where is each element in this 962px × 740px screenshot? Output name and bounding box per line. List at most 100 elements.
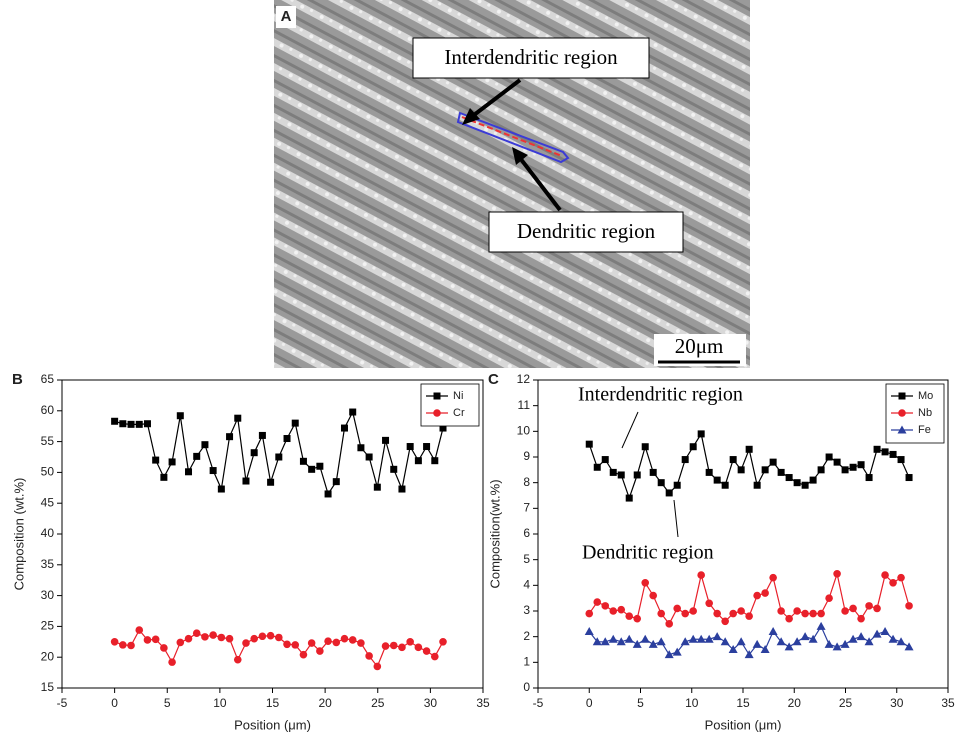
data-point — [681, 456, 689, 464]
annotation-arrow — [673, 499, 679, 538]
data-point — [856, 632, 866, 641]
x-tick-label: 0 — [111, 696, 118, 710]
data-point — [176, 412, 184, 420]
legend-label: Cr — [453, 407, 465, 419]
data-point — [151, 635, 160, 644]
data-point — [633, 614, 642, 623]
data-point — [680, 637, 690, 646]
data-point — [745, 445, 753, 453]
data-point — [373, 662, 382, 671]
data-point — [832, 642, 842, 651]
data-point — [784, 642, 794, 651]
data-point — [905, 602, 913, 610]
data-point — [299, 650, 308, 659]
annotation: Interdendritic region — [578, 384, 743, 406]
callout-box — [412, 37, 650, 79]
data-point — [640, 634, 650, 643]
data-point — [307, 639, 316, 647]
data-point — [841, 466, 849, 474]
annotation-arrow — [621, 411, 639, 449]
data-point — [649, 468, 657, 476]
data-point — [382, 436, 390, 444]
data-point — [308, 465, 316, 473]
data-point — [664, 650, 674, 659]
y-tick-label: 11 — [518, 398, 531, 412]
data-point — [275, 633, 283, 642]
data-point — [258, 431, 266, 439]
data-point — [316, 462, 324, 470]
data-point — [592, 637, 602, 646]
arrowhead — [512, 147, 528, 165]
data-point — [888, 634, 898, 643]
data-point — [737, 607, 745, 615]
y-tick-label: 0 — [523, 680, 530, 694]
data-point — [889, 450, 897, 458]
data-point — [696, 634, 706, 643]
data-point — [849, 604, 857, 613]
data-point — [705, 468, 713, 476]
data-point — [340, 424, 348, 432]
scan-line-box — [456, 111, 570, 164]
x-tick-label: 10 — [213, 696, 227, 710]
data-point — [390, 465, 398, 473]
data-point — [897, 456, 905, 464]
x-tick-label: 10 — [685, 696, 699, 710]
data-point — [712, 632, 722, 641]
data-point — [753, 591, 761, 600]
y-tick-label: 3 — [523, 603, 530, 617]
data-point — [720, 637, 730, 646]
x-tick-label: -5 — [533, 696, 544, 710]
x-tick-label: 25 — [839, 696, 853, 710]
data-point — [745, 612, 753, 620]
data-point — [880, 627, 890, 636]
y-tick-label: 9 — [523, 449, 530, 463]
data-point — [704, 634, 714, 643]
data-point — [600, 637, 610, 646]
data-point — [896, 637, 906, 646]
data-point — [185, 468, 193, 476]
data-point — [585, 609, 594, 618]
data-point — [656, 637, 666, 646]
data-point — [291, 419, 299, 427]
legend-marker — [898, 392, 906, 400]
data-point — [152, 456, 160, 464]
data-point — [291, 641, 300, 649]
data-point — [283, 640, 291, 649]
data-point — [665, 489, 673, 497]
x-tick-label: 25 — [371, 696, 385, 710]
data-point — [641, 578, 650, 587]
x-tick-label: 30 — [890, 696, 904, 710]
data-point — [349, 408, 357, 416]
y-tick-label: 35 — [41, 557, 55, 571]
data-point — [324, 490, 332, 498]
x-axis-title: Position (μm) — [234, 717, 311, 732]
data-point — [184, 634, 193, 643]
data-point — [143, 636, 152, 644]
data-point — [648, 639, 658, 648]
data-point — [201, 633, 209, 641]
x-tick-label: 35 — [941, 696, 955, 710]
data-point — [324, 637, 332, 645]
data-point — [381, 642, 390, 650]
data-point — [785, 474, 793, 482]
callout-arrow — [518, 156, 562, 212]
y-tick-label: 40 — [41, 526, 55, 540]
data-point — [825, 453, 833, 461]
data-point — [849, 463, 857, 471]
legend-label: Fe — [918, 424, 931, 436]
data-point — [801, 481, 809, 489]
data-point — [841, 607, 849, 615]
data-point — [584, 627, 594, 636]
x-tick-label: 30 — [424, 696, 438, 710]
data-point — [881, 571, 889, 579]
data-point — [127, 641, 135, 650]
y-tick-label: 8 — [523, 475, 530, 489]
data-point — [689, 443, 697, 451]
data-point — [119, 420, 127, 428]
data-point — [119, 641, 127, 649]
data-point — [801, 609, 809, 618]
data-point — [617, 471, 625, 479]
data-point — [332, 478, 340, 486]
y-tick-label: 2 — [523, 629, 530, 643]
